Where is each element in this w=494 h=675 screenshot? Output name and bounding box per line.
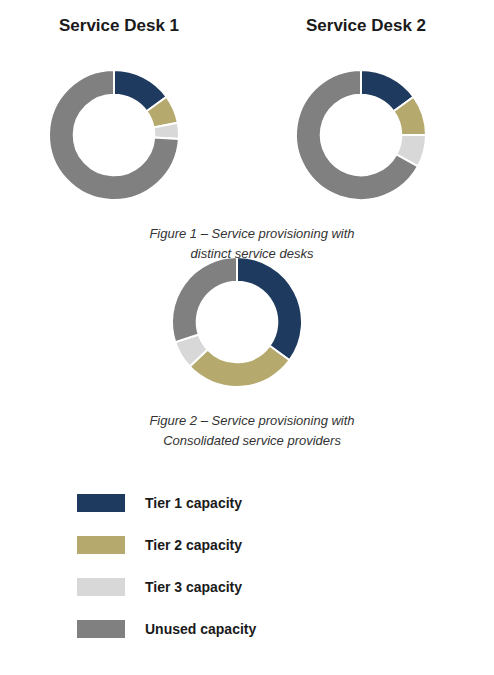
svg-text:Service Desk 1: Service Desk 1 [59, 16, 179, 35]
svg-text:Figure 1 – Service provisionin: Figure 1 – Service provisioning with [149, 226, 354, 241]
svg-text:Tier 2 capacity: Tier 2 capacity [145, 537, 242, 553]
svg-text:Figure 2 – Service provisionin: Figure 2 – Service provisioning with [149, 413, 354, 428]
svg-text:Service Desk 2: Service Desk 2 [306, 16, 426, 35]
svg-text:Consolidated service providers: Consolidated service providers [163, 433, 341, 448]
svg-text:Unused capacity: Unused capacity [145, 621, 256, 637]
svg-text:Tier 1 capacity: Tier 1 capacity [145, 495, 242, 511]
svg-text:Tier 3 capacity: Tier 3 capacity [145, 579, 242, 595]
svg-text:distinct service desks: distinct service desks [191, 246, 314, 261]
